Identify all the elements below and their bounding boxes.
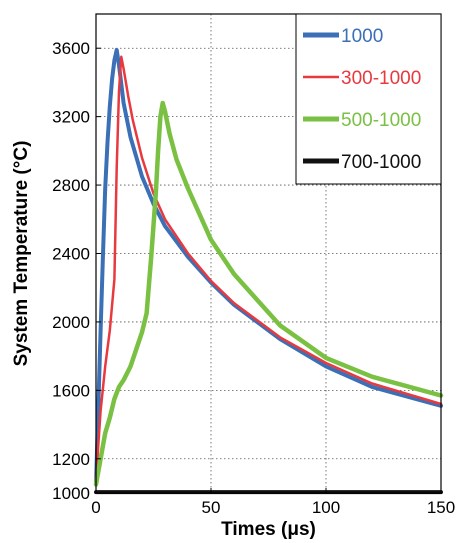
legend-label: 700-1000 xyxy=(341,152,421,173)
series-line-500-1000 xyxy=(93,100,444,487)
legend-label: 300-1000 xyxy=(341,68,421,89)
x-tick-label: 100 xyxy=(312,498,340,517)
y-tick-label: 3200 xyxy=(52,108,90,127)
y-tick-label: 2000 xyxy=(52,313,90,332)
legend-box xyxy=(295,13,442,185)
legend: 1000 300-1000 500-1000 700-1000 xyxy=(295,13,442,185)
legend-label: 1000 xyxy=(341,26,383,47)
y-tick-label: 3600 xyxy=(52,39,90,58)
y-tick-label: 2400 xyxy=(52,245,90,264)
series-line-300-1000 xyxy=(94,55,443,481)
series-line-1000 xyxy=(94,47,443,487)
x-axis-title: Times (μs) xyxy=(221,519,316,540)
series-lines xyxy=(93,47,444,495)
y-tick-label: 2800 xyxy=(52,176,90,195)
x-tick-label: 0 xyxy=(91,498,100,517)
x-tick-label: 50 xyxy=(202,498,221,517)
y-tick-label: 1200 xyxy=(52,450,90,469)
axis-ticks: 0 50 100 150 1000 1200 1600 2000 2400 2800 3200 360… xyxy=(52,39,455,517)
y-tick-label: 1000 xyxy=(52,484,90,503)
y-tick-label: 1600 xyxy=(52,381,90,400)
x-tick-label: 150 xyxy=(427,498,455,517)
y-axis-title: System Temperature (°C) xyxy=(11,141,32,367)
legend-label: 500-1000 xyxy=(341,110,421,131)
grid xyxy=(95,14,442,494)
